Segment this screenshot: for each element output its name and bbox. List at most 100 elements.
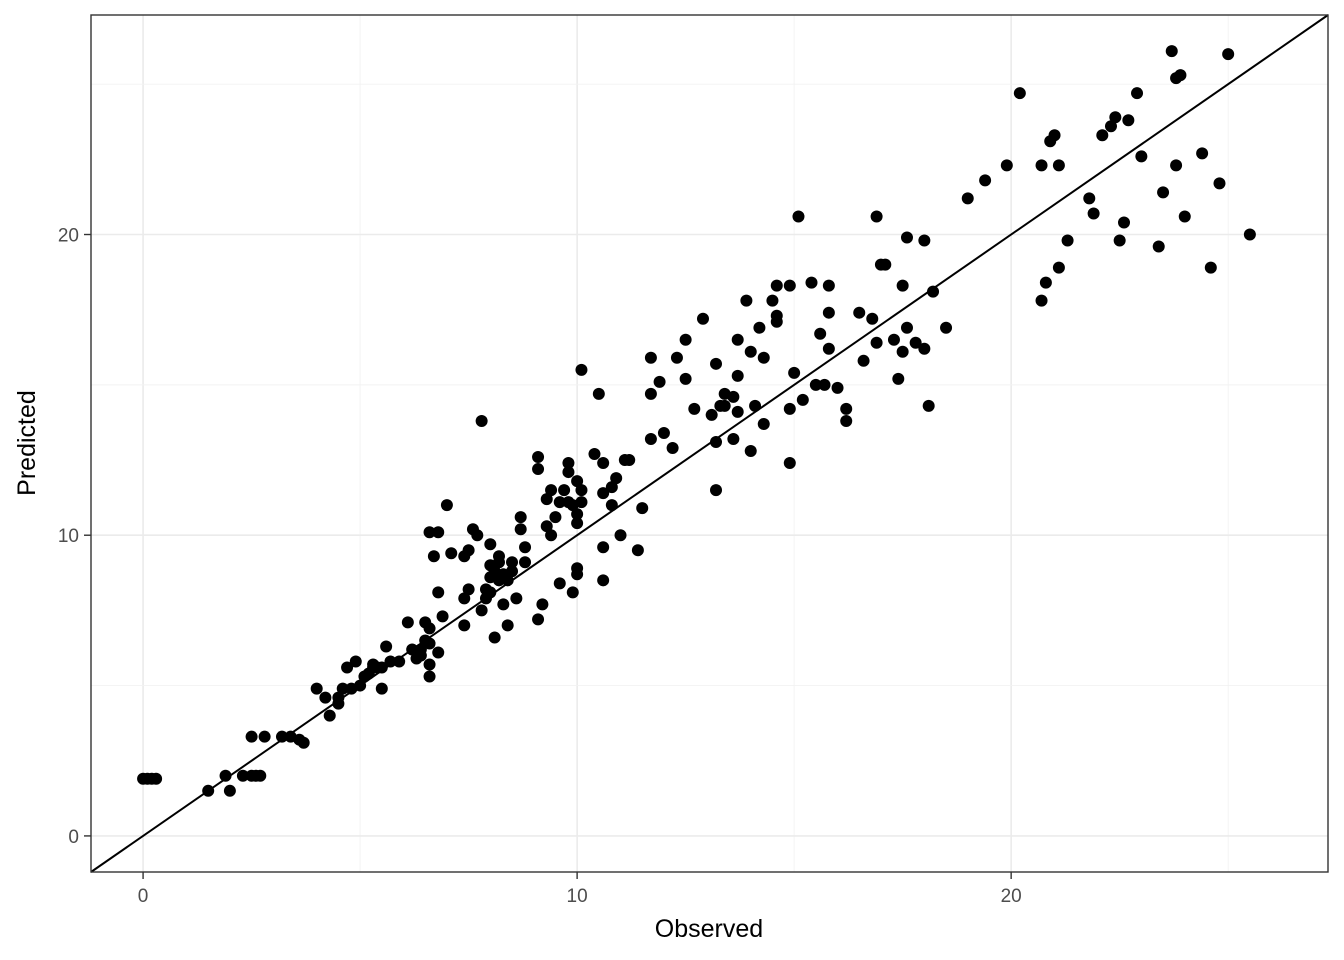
data-point bbox=[1061, 234, 1074, 247]
data-point bbox=[588, 448, 601, 461]
data-point bbox=[571, 562, 584, 575]
data-point bbox=[900, 321, 913, 334]
data-point bbox=[488, 631, 501, 644]
data-point bbox=[909, 336, 922, 349]
data-point bbox=[1152, 240, 1165, 253]
data-point bbox=[796, 393, 809, 406]
data-point bbox=[1170, 159, 1183, 172]
data-point bbox=[571, 475, 584, 488]
data-point bbox=[788, 366, 801, 379]
data-point bbox=[458, 619, 471, 632]
data-point bbox=[940, 321, 953, 334]
data-point bbox=[731, 369, 744, 382]
data-point bbox=[805, 276, 818, 289]
data-point bbox=[710, 357, 723, 370]
data-point bbox=[406, 643, 419, 656]
data-point bbox=[254, 769, 267, 782]
data-point bbox=[549, 511, 562, 524]
data-point bbox=[510, 592, 523, 605]
y-axis-title: Predicted bbox=[13, 390, 41, 496]
data-point bbox=[614, 529, 627, 542]
data-point bbox=[892, 372, 905, 385]
data-point bbox=[757, 417, 770, 430]
data-point bbox=[1035, 159, 1048, 172]
data-point bbox=[432, 646, 445, 659]
data-point bbox=[592, 387, 605, 400]
data-point bbox=[1083, 192, 1096, 205]
data-point bbox=[558, 484, 571, 497]
grid-lines bbox=[91, 15, 1328, 872]
data-point bbox=[258, 730, 271, 743]
data-point bbox=[1178, 210, 1191, 223]
data-point bbox=[818, 378, 831, 391]
data-point bbox=[427, 550, 440, 563]
data-point bbox=[831, 381, 844, 394]
data-point bbox=[506, 565, 519, 578]
x-tick-label: 20 bbox=[1001, 886, 1022, 907]
data-point bbox=[1052, 159, 1065, 172]
data-point bbox=[644, 432, 657, 445]
data-point bbox=[653, 375, 666, 388]
data-point bbox=[657, 426, 670, 439]
axis-ticks: 0 10 20 0 10 20 bbox=[58, 226, 1022, 907]
data-point bbox=[349, 655, 362, 668]
data-point bbox=[275, 730, 288, 743]
data-point bbox=[545, 484, 558, 497]
data-point bbox=[492, 556, 505, 569]
data-point bbox=[436, 610, 449, 623]
data-point bbox=[870, 210, 883, 223]
data-point bbox=[440, 499, 453, 512]
data-point bbox=[310, 682, 323, 695]
data-point bbox=[532, 613, 545, 626]
data-point bbox=[1222, 48, 1235, 61]
data-point bbox=[462, 583, 475, 596]
identity-reference-line bbox=[90, 14, 1329, 873]
data-point bbox=[623, 454, 636, 467]
data-point bbox=[380, 640, 393, 653]
data-point bbox=[961, 192, 974, 205]
data-point bbox=[1013, 87, 1026, 100]
data-point bbox=[1087, 207, 1100, 220]
data-point bbox=[1196, 147, 1209, 160]
data-point bbox=[1243, 228, 1256, 241]
data-point bbox=[432, 526, 445, 539]
data-points bbox=[137, 45, 1256, 797]
data-point bbox=[1157, 186, 1170, 199]
data-point bbox=[1104, 120, 1117, 133]
data-point bbox=[1048, 129, 1061, 142]
data-point bbox=[297, 736, 310, 749]
y-tick-label: 10 bbox=[58, 526, 79, 547]
data-point bbox=[332, 697, 345, 710]
data-point bbox=[1165, 45, 1178, 58]
data-point bbox=[475, 604, 488, 617]
y-tick-label: 0 bbox=[68, 827, 79, 848]
data-point bbox=[631, 544, 644, 557]
data-point bbox=[979, 174, 992, 187]
data-point bbox=[336, 682, 349, 695]
data-point bbox=[1131, 87, 1144, 100]
data-point bbox=[532, 463, 545, 476]
data-point bbox=[432, 586, 445, 599]
data-point bbox=[1113, 234, 1126, 247]
data-point bbox=[1135, 150, 1148, 163]
data-point bbox=[1096, 129, 1109, 142]
data-point bbox=[688, 402, 701, 415]
data-point bbox=[202, 784, 215, 797]
data-point bbox=[749, 399, 762, 412]
data-point bbox=[245, 730, 258, 743]
data-point bbox=[744, 445, 757, 458]
data-point bbox=[553, 577, 566, 590]
data-point bbox=[423, 637, 436, 650]
data-point bbox=[853, 306, 866, 319]
data-point bbox=[879, 258, 892, 271]
data-point bbox=[1122, 114, 1135, 127]
data-point bbox=[840, 402, 853, 415]
data-point bbox=[809, 378, 822, 391]
data-point bbox=[506, 556, 519, 569]
data-point bbox=[644, 387, 657, 400]
data-point bbox=[354, 679, 367, 692]
data-point bbox=[731, 405, 744, 418]
data-point bbox=[783, 457, 796, 470]
data-point bbox=[918, 234, 931, 247]
data-point bbox=[1213, 177, 1226, 190]
